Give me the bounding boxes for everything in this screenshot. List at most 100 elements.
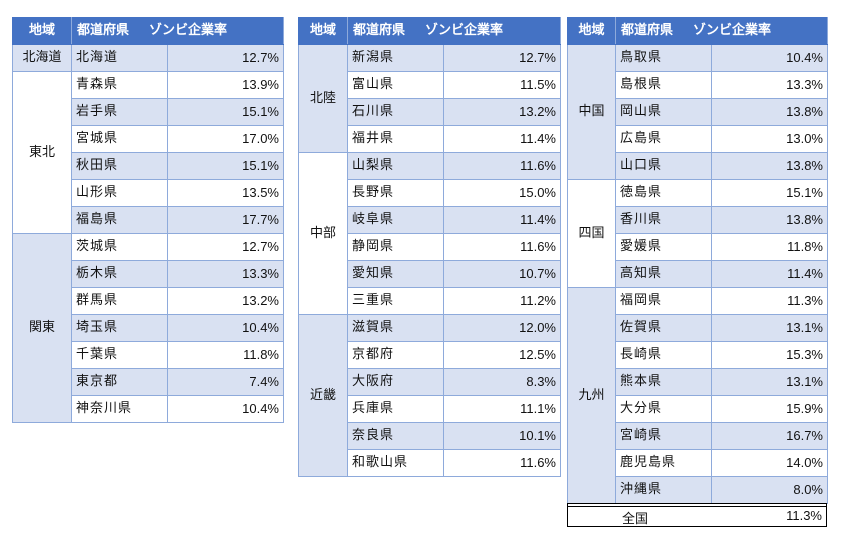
prefecture-cell: 山梨県 (347, 152, 444, 180)
prefecture-cell: 佐賀県 (615, 314, 712, 342)
rate-cell: 12.7% (443, 44, 561, 72)
rate-cell: 12.0% (443, 314, 561, 342)
rate-cell: 10.4% (167, 314, 284, 342)
table-row: 近畿 滋賀県 12.0% (298, 314, 561, 477)
header-rate: ゾンビ企業率 (149, 23, 228, 38)
prefecture-cell: 山口県 (615, 152, 712, 180)
rate-cell: 10.7% (443, 260, 561, 288)
rate-cell: 13.8% (711, 206, 828, 234)
rate-cell: 12.7% (167, 233, 284, 261)
table-row: 奈良県 10.1% (299, 422, 561, 450)
table-row: 長野県 15.0% (299, 179, 561, 207)
prefecture-cell: 奈良県 (347, 422, 444, 450)
prefecture-cell: 静岡県 (347, 233, 444, 261)
rate-cell: 15.1% (167, 152, 284, 180)
region-cell: 中国 (567, 44, 616, 180)
header-rate: ゾンビ企業率 (425, 23, 504, 38)
prefecture-cell: 山形県 (71, 179, 168, 207)
prefecture-cell: 福島県 (71, 206, 168, 234)
rate-cell: 11.5% (443, 71, 561, 99)
rate-cell: 10.1% (443, 422, 561, 450)
header-row: 地域 都道府県 ゾンビ企業率 (298, 17, 561, 45)
prefecture-cell: 宮城県 (71, 125, 168, 153)
prefecture-cell: 青森県 (71, 71, 168, 99)
table-row: 九州 福岡県 11.3% (567, 287, 828, 504)
prefecture-cell: 愛媛県 (615, 233, 712, 261)
rate-cell: 11.4% (443, 125, 561, 153)
table-row: 四国 徳島県 15.1% (567, 179, 828, 288)
prefecture-cell: 沖縄県 (615, 476, 712, 504)
prefecture-cell: 福井県 (347, 125, 444, 153)
region-cell: 北海道 (12, 44, 72, 72)
rate-cell: 15.1% (167, 98, 284, 126)
rate-cell: 10.4% (167, 395, 284, 423)
header-prefecture-rate: 都道府県 ゾンビ企業率 (71, 17, 284, 45)
header-row: 地域 都道府県 ゾンビ企業率 (567, 17, 828, 45)
rate-cell: 11.3% (711, 287, 828, 315)
rate-cell: 11.4% (443, 206, 561, 234)
region-cell: 近畿 (298, 314, 348, 477)
table-row: 大阪府 8.3% (299, 368, 561, 396)
prefecture-cell: 岐阜県 (347, 206, 444, 234)
rate-cell: 14.0% (711, 449, 828, 477)
region-cell: 四国 (567, 179, 616, 288)
table-row: 石川県 13.2% (299, 98, 561, 126)
prefecture-cell: 新潟県 (347, 44, 444, 72)
prefecture-cell: 香川県 (615, 206, 712, 234)
rate-cell: 17.7% (167, 206, 284, 234)
table-row: 山形県 13.5% (13, 179, 284, 207)
prefecture-cell: 神奈川県 (71, 395, 168, 423)
rate-cell: 15.3% (711, 341, 828, 369)
header-prefecture-rate: 都道府県 ゾンビ企業率 (347, 17, 561, 45)
rate-cell: 13.8% (711, 152, 828, 180)
table-row: 大分県 15.9% (568, 395, 828, 423)
table-row: 熊本県 13.1% (568, 368, 828, 396)
rate-cell: 11.4% (711, 260, 828, 288)
table-row: 神奈川県 10.4% (13, 395, 284, 423)
prefecture-cell: 長野県 (347, 179, 444, 207)
rate-cell: 8.0% (711, 476, 828, 504)
prefecture-cell: 栃木県 (71, 260, 168, 288)
header-prefecture-rate: 都道府県 ゾンビ企業率 (615, 17, 828, 45)
table-row: 北海道 北海道 12.7% (12, 44, 284, 72)
table-row: 香川県 13.8% (568, 206, 828, 234)
rate-cell: 12.7% (167, 44, 284, 72)
header-prefecture: 都道府県 (353, 23, 406, 38)
rate-cell: 15.0% (443, 179, 561, 207)
table-row: 東北 青森県 13.9% (12, 71, 284, 234)
region-cell: 関東 (12, 233, 72, 423)
prefecture-cell: 宮崎県 (615, 422, 712, 450)
rate-cell: 13.1% (711, 314, 828, 342)
header-prefecture: 都道府県 (77, 23, 130, 38)
table-row: 福島県 17.7% (13, 206, 284, 234)
table-row: 三重県 11.2% (299, 287, 561, 315)
table-row: 宮崎県 16.7% (568, 422, 828, 450)
rate-cell: 11.8% (711, 233, 828, 261)
rate-cell: 13.2% (167, 287, 284, 315)
rate-cell: 13.3% (167, 260, 284, 288)
rate-cell: 13.0% (711, 125, 828, 153)
table-row: 広島県 13.0% (568, 125, 828, 153)
prefecture-cell: 鹿児島県 (615, 449, 712, 477)
prefecture-cell: 岩手県 (71, 98, 168, 126)
rate-cell: 15.9% (711, 395, 828, 423)
rate-cell: 13.8% (711, 98, 828, 126)
total-value: 11.3% (786, 508, 822, 523)
prefecture-cell: 富山県 (347, 71, 444, 99)
table-row: 岡山県 13.8% (568, 98, 828, 126)
table-row: 鹿児島県 14.0% (568, 449, 828, 477)
prefecture-cell: 滋賀県 (347, 314, 444, 342)
table-row: 中部 山梨県 11.6% (298, 152, 561, 315)
prefecture-cell: 和歌山県 (347, 449, 444, 477)
prefecture-cell: 東京都 (71, 368, 168, 396)
rate-cell: 10.4% (711, 44, 828, 72)
table-row: 関東 茨城県 12.7% (12, 233, 284, 423)
header-prefecture: 都道府県 (621, 23, 674, 38)
rate-cell: 11.6% (443, 233, 561, 261)
table-row: 北陸 新潟県 12.7% (298, 44, 561, 153)
region-cell: 中部 (298, 152, 348, 315)
prefecture-cell: 大分県 (615, 395, 712, 423)
table-row: 秋田県 15.1% (13, 152, 284, 180)
prefecture-cell: 高知県 (615, 260, 712, 288)
prefecture-cell: 秋田県 (71, 152, 168, 180)
